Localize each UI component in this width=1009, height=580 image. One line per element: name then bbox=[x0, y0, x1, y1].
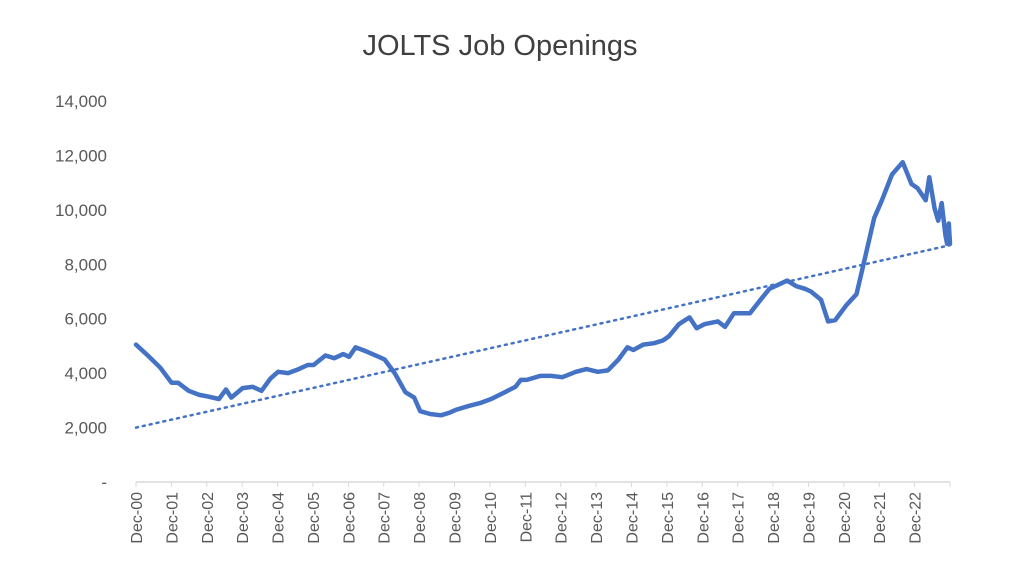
x-tick-label: Dec-08 bbox=[412, 492, 429, 544]
x-tick-label: Dec-14 bbox=[624, 492, 641, 544]
x-tick-label: Dec-03 bbox=[235, 492, 252, 544]
series-group bbox=[133, 159, 953, 429]
y-tick-label: 6,000 bbox=[64, 310, 107, 329]
x-tick-label: Dec-13 bbox=[589, 492, 606, 544]
y-tick-label: 2,000 bbox=[64, 419, 107, 438]
x-tick-label: Dec-21 bbox=[872, 492, 889, 544]
x-tick-label: Dec-04 bbox=[271, 492, 288, 544]
x-tick-label: Dec-17 bbox=[731, 492, 748, 544]
y-tick-label: - bbox=[101, 473, 107, 492]
x-tick-label: Dec-18 bbox=[766, 492, 783, 544]
x-tick-label: Dec-19 bbox=[801, 492, 818, 544]
x-tick-label: Dec-12 bbox=[554, 492, 571, 544]
x-tick-label: Dec-16 bbox=[695, 492, 712, 544]
y-tick-label: 12,000 bbox=[55, 146, 107, 165]
x-tick-label: Dec-20 bbox=[837, 492, 854, 544]
x-tick-label: Dec-09 bbox=[448, 492, 465, 544]
x-tick-label: Dec-07 bbox=[377, 492, 394, 544]
x-tick-label: Dec-00 bbox=[129, 492, 146, 544]
chart-title: JOLTS Job Openings bbox=[362, 30, 638, 62]
trendline bbox=[134, 243, 952, 429]
series-line bbox=[133, 159, 953, 418]
y-tick-label: 4,000 bbox=[64, 364, 107, 383]
x-axis-ticks: Dec-00 Dec-01 Dec-02 Dec-03 Dec-04 Dec-05 Dec-… bbox=[129, 482, 951, 544]
x-tick-label: Dec-10 bbox=[483, 492, 500, 544]
x-tick-label: Dec-05 bbox=[306, 492, 323, 544]
y-tick-label: 14,000 bbox=[55, 92, 107, 111]
x-tick-label: Dec-22 bbox=[908, 492, 925, 544]
y-tick-label: 8,000 bbox=[64, 255, 107, 274]
x-tick-label: Dec-02 bbox=[200, 492, 217, 544]
x-tick-label: Dec-15 bbox=[660, 492, 677, 544]
y-tick-label: 10,000 bbox=[55, 201, 107, 220]
x-tick-label: Dec-01 bbox=[164, 492, 181, 544]
y-axis-ticks: - 2,000 4,000 6,000 8,000 10,000 12,000 14,000 bbox=[55, 92, 107, 492]
x-tick-label: Dec-06 bbox=[341, 492, 358, 544]
x-tick-label: Dec-11 bbox=[518, 492, 535, 542]
